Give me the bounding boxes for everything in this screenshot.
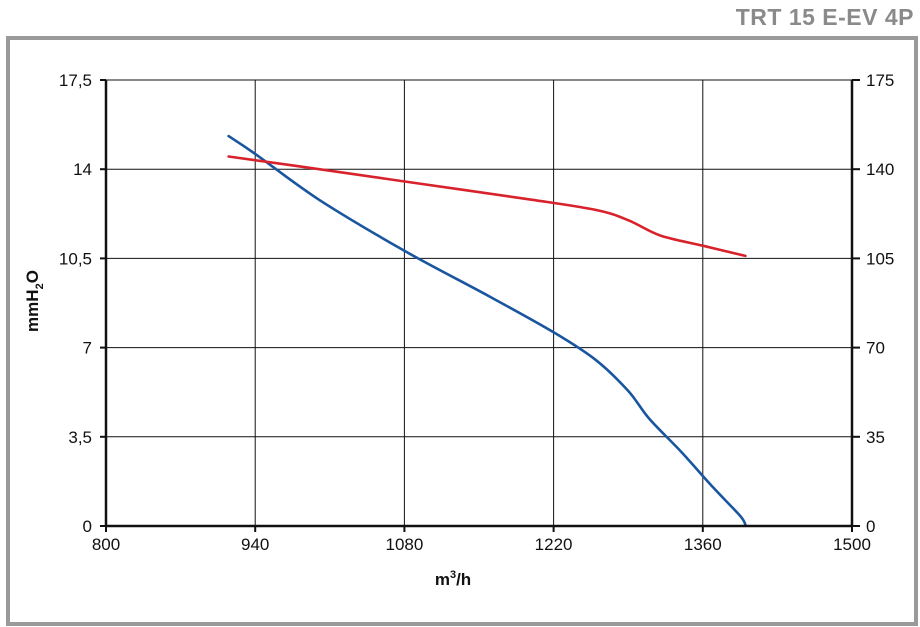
x-tick-label: 1360 <box>684 535 722 554</box>
y-left-tick-label: 7 <box>83 339 92 358</box>
x-tick-label: 1220 <box>535 535 573 554</box>
model-title: TRT 15 E-EV 4P <box>735 4 914 30</box>
y-left-tick-label: 14 <box>73 160 92 179</box>
x-tick-label: 940 <box>241 535 269 554</box>
y-left-tick-label: 3,5 <box>68 428 92 447</box>
y-left-tick-label: 10,5 <box>59 249 92 268</box>
chart-frame: 800 940 1080 1220 1360 1500 0 3,5 7 10,5 14 17,5 0 35… <box>6 36 918 626</box>
x-tick-label: 800 <box>92 535 120 554</box>
series-line-blue <box>227 134 747 526</box>
fan-curve-chart: 800 940 1080 1220 1360 150003,5710,51417,5035… <box>23 71 894 589</box>
x-axis-title: m3/h <box>435 569 471 589</box>
y-right-tick-label: 35 <box>866 428 885 447</box>
y-axis-title-left: mmH2O <box>23 270 46 332</box>
y-left-tick-label: 0 <box>83 517 92 536</box>
series-line-red <box>227 155 747 258</box>
x-tick-label: 1500 <box>833 535 871 554</box>
y-right-tick-label: 105 <box>866 249 894 268</box>
y-right-tick-label: 70 <box>866 339 885 358</box>
y-right-tick-label: 140 <box>866 160 894 179</box>
y-left-tick-label: 17,5 <box>59 71 92 90</box>
y-right-tick-label: 0 <box>866 517 875 536</box>
x-tick-label: 1080 <box>385 535 423 554</box>
y-right-tick-label: 175 <box>866 71 894 90</box>
